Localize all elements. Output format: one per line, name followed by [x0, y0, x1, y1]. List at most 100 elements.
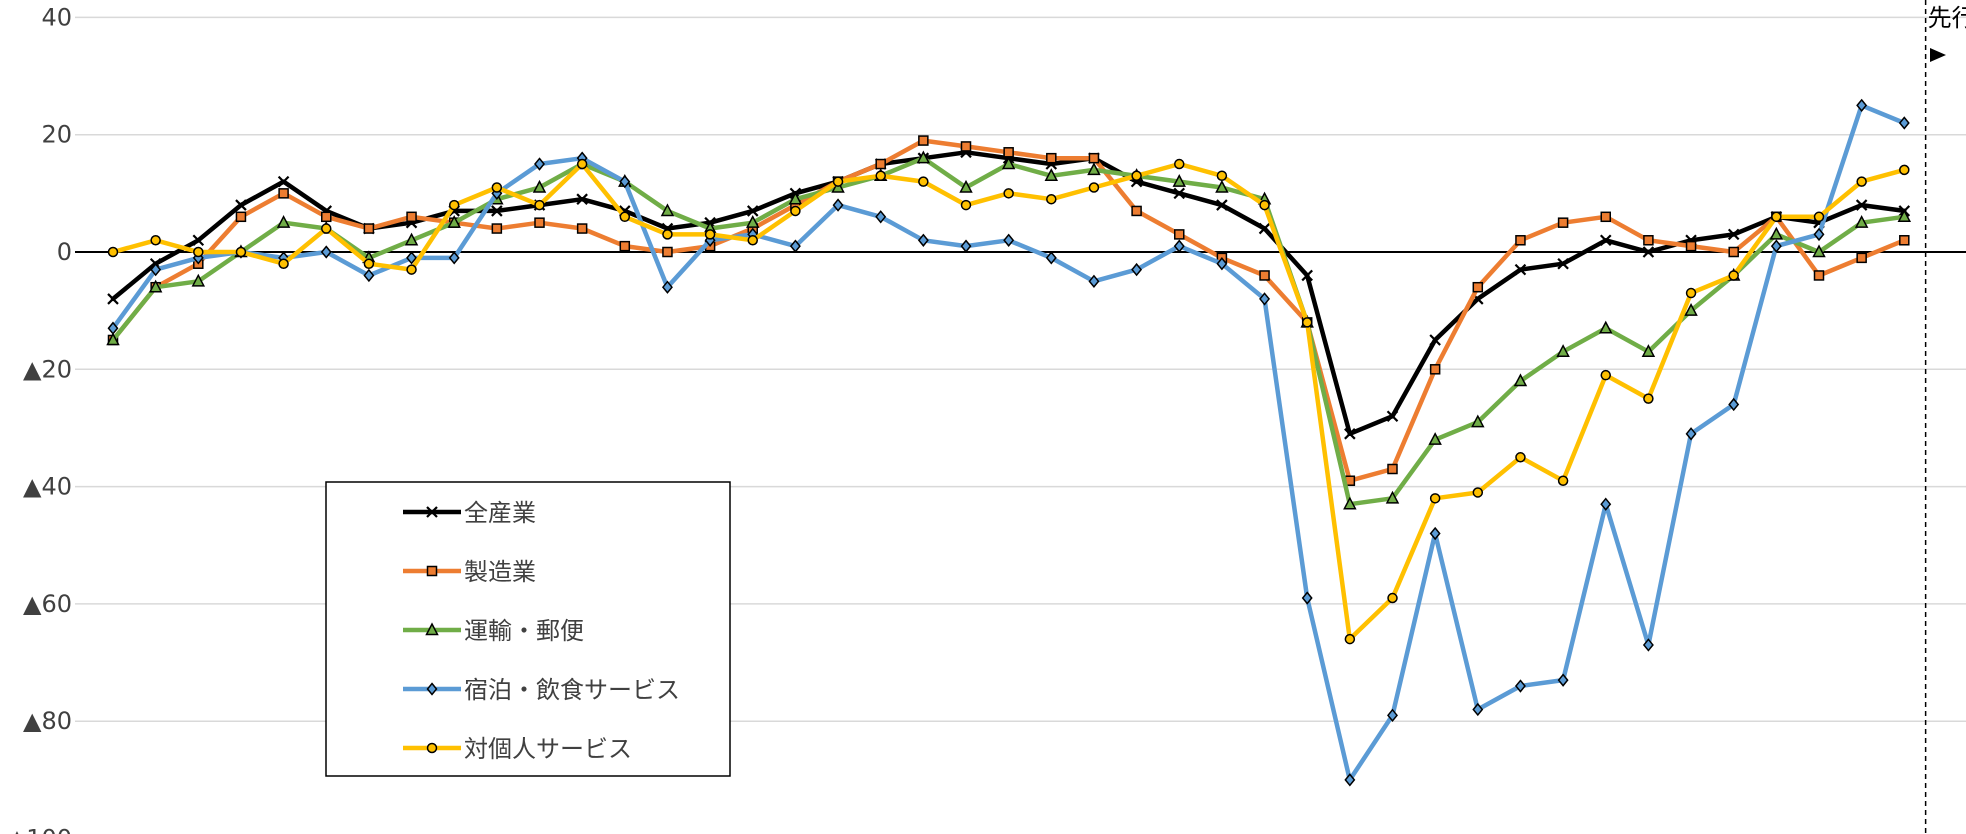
data-point [1385, 490, 1400, 504]
data-point [1046, 152, 1057, 164]
data-point [1387, 463, 1398, 475]
data-point [1428, 432, 1442, 445]
series-3 [106, 150, 1912, 510]
data-point [576, 193, 588, 205]
y-tick-label: ▲20 [23, 355, 72, 383]
data-point [1515, 452, 1526, 463]
y-tick-label: 40 [41, 3, 72, 31]
data-point [832, 176, 844, 187]
data-point [1856, 252, 1867, 264]
data-point [1556, 344, 1570, 357]
data-point [619, 211, 631, 223]
data-point [1003, 147, 1014, 158]
data-point [107, 246, 119, 258]
data-point [534, 157, 545, 171]
data-point [491, 205, 503, 217]
data-point [1771, 211, 1782, 223]
data-point [150, 262, 162, 277]
data-point [1600, 497, 1612, 511]
data-point [1216, 257, 1228, 271]
data-point [875, 158, 886, 170]
data-point [1471, 414, 1485, 428]
data-point [1898, 116, 1910, 130]
data-point [1599, 234, 1612, 247]
data-point [1301, 591, 1313, 605]
data-point [276, 215, 291, 228]
data-point [1557, 475, 1569, 486]
data-point [404, 232, 419, 246]
data-point [1472, 281, 1484, 293]
data-point [1515, 235, 1526, 246]
data-point [1685, 287, 1697, 299]
data-point [1728, 397, 1740, 412]
data-point [321, 223, 332, 234]
data-point [1387, 708, 1398, 723]
data-point [704, 229, 716, 240]
data-point [1301, 269, 1313, 282]
data-point [150, 235, 161, 246]
data-point [1855, 199, 1868, 211]
data-point [619, 240, 631, 252]
data-point [747, 235, 758, 246]
forecast-label: 先行き [1928, 4, 1966, 32]
data-point [1600, 369, 1611, 381]
data-point [1344, 428, 1356, 440]
data-point [1728, 246, 1739, 258]
data-point [1684, 303, 1698, 316]
legend-item: 製造業 [403, 558, 536, 586]
data-point [1429, 493, 1441, 504]
series-5 [107, 158, 1910, 645]
data-point [235, 246, 247, 258]
data-point [1770, 239, 1782, 253]
legend-box [325, 481, 731, 777]
data-point [448, 199, 460, 211]
data-point [1429, 526, 1441, 541]
data-point [960, 239, 972, 253]
data-point [534, 199, 545, 211]
data-point [106, 332, 120, 346]
data-point [534, 217, 545, 228]
data-point [1172, 174, 1186, 187]
data-point [1088, 274, 1100, 289]
data-point [406, 251, 418, 265]
data-point [1174, 229, 1185, 240]
data-point [1727, 228, 1740, 241]
data-point [1854, 215, 1869, 228]
data-point [1001, 156, 1016, 170]
data-point [1087, 162, 1101, 176]
data-point [960, 141, 972, 152]
data-point [1897, 209, 1912, 223]
data-point [1088, 182, 1100, 193]
data-point [191, 273, 206, 287]
data-point [746, 205, 759, 217]
data-point [1685, 427, 1697, 441]
data-series [106, 98, 1912, 787]
data-point [148, 279, 163, 293]
data-point [789, 239, 801, 253]
data-point [1343, 496, 1357, 510]
legend-marker [426, 565, 438, 577]
data-point [448, 251, 460, 265]
data-point [1173, 239, 1185, 253]
legend-marker [426, 682, 438, 696]
data-point [1641, 344, 1656, 357]
data-point [661, 280, 673, 294]
y-tick-label: ▲40 [23, 473, 72, 501]
data-point [107, 321, 119, 335]
legend-marker [426, 742, 438, 754]
data-point [491, 182, 503, 193]
data-point [916, 150, 931, 164]
data-point [1344, 633, 1356, 645]
data-point [1174, 158, 1185, 170]
data-point [277, 175, 290, 188]
data-point [662, 229, 673, 240]
data-point [1215, 179, 1229, 193]
data-point [1472, 702, 1484, 717]
y-axis-tick-labels: 40 20 0 ▲20 ▲40 ▲60 ▲80 ▲100 [8, 3, 72, 834]
data-point [107, 293, 119, 305]
legend-marker [426, 506, 438, 518]
data-point [832, 198, 844, 212]
data-point [875, 170, 886, 182]
data-point [1472, 487, 1484, 498]
